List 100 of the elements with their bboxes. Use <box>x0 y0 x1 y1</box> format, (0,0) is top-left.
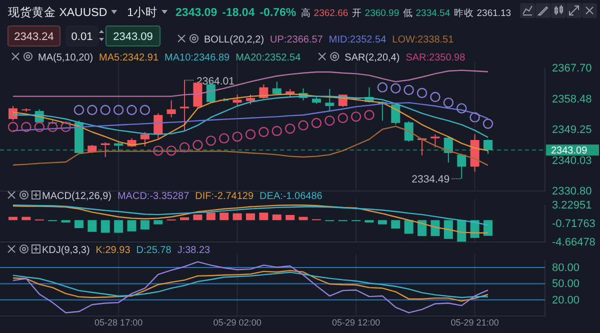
text: -18.04 <box>222 7 256 19</box>
series-label: DEA:-1.06486 <box>260 191 323 202</box>
point <box>390 83 401 94</box>
line-series <box>12 204 489 234</box>
bar <box>391 220 400 229</box>
candlestick <box>166 100 176 118</box>
x-tick-label: 05-29 02:00 <box>213 317 262 328</box>
text: MA10:2346.89 <box>164 52 230 64</box>
y-tick-label: 2358.48 <box>552 93 592 106</box>
bar <box>114 220 124 233</box>
text: 昨收 2361.13 <box>454 7 512 19</box>
bar <box>430 220 440 236</box>
candlestick <box>404 120 414 142</box>
text: D:25.78 <box>136 245 172 256</box>
point <box>350 112 362 122</box>
point <box>153 146 164 156</box>
candlestick <box>180 80 190 132</box>
x-tick-label: 05-29 21:00 <box>450 317 499 328</box>
text: 低 2334.54 <box>403 8 450 19</box>
point <box>126 104 137 116</box>
point <box>284 124 296 134</box>
bar <box>100 220 110 233</box>
candlestick <box>154 112 163 139</box>
text: -0.76% <box>260 7 296 19</box>
point <box>298 120 308 130</box>
point <box>87 104 98 116</box>
text: 高 2362.66 <box>301 7 348 19</box>
y-tick-label: 2330.80 <box>552 186 592 198</box>
y-tick-label: 80.00 <box>552 262 580 274</box>
bar <box>484 220 492 236</box>
text: 2343.09 <box>113 31 153 43</box>
bar <box>404 220 414 234</box>
text: BOLL(20,2,2) <box>204 34 264 46</box>
bar <box>193 214 202 220</box>
bar <box>206 212 216 220</box>
bar <box>140 220 150 230</box>
point <box>482 118 494 129</box>
text: MA5:2342.91 <box>99 52 159 64</box>
line-series <box>12 204 489 226</box>
text: 2343.24 <box>14 31 54 43</box>
bar <box>220 212 229 220</box>
point <box>364 110 374 120</box>
chart-subtitle: 1小时 <box>127 6 158 19</box>
candlestick <box>272 81 282 96</box>
chart-title: KDJ(9,3,3) <box>42 245 90 256</box>
point <box>245 129 256 140</box>
text: K:29.93 <box>96 245 131 256</box>
chart-title: 现货黄金 XAUUSD <box>8 6 108 19</box>
bar <box>246 213 255 220</box>
line-series <box>12 261 489 314</box>
point <box>470 112 480 122</box>
candlestick <box>232 94 242 106</box>
bar <box>286 214 295 220</box>
candlestick <box>457 153 466 180</box>
annotation: 2334.49 <box>412 174 450 186</box>
point <box>206 136 216 146</box>
bar <box>154 220 163 224</box>
text: 0.01 <box>71 31 93 43</box>
point <box>324 116 335 126</box>
point <box>416 88 428 98</box>
bar <box>418 220 427 236</box>
chart-title: MACD(12,26,9) <box>42 191 112 202</box>
text: LOW:2338.51 <box>392 34 454 46</box>
candlestick <box>444 136 453 164</box>
candlestick <box>484 138 492 154</box>
point <box>100 104 110 116</box>
text: UP:2366.57 <box>270 34 324 46</box>
text: MA20:2352.54 <box>236 52 302 64</box>
candlestick <box>140 132 150 147</box>
y-tick-label: 3.22951 <box>552 200 592 212</box>
annotation: MACD:-3.35287 <box>117 191 190 202</box>
point <box>219 133 230 144</box>
bar <box>444 220 453 239</box>
y-tick-label: 2340.03 <box>552 154 592 167</box>
point <box>34 122 44 132</box>
bar <box>378 220 387 224</box>
bar <box>259 212 268 220</box>
y-tick-label: 2349.25 <box>552 124 592 136</box>
point <box>232 132 242 142</box>
point <box>74 104 84 116</box>
candlestick <box>246 94 255 105</box>
point <box>443 98 454 108</box>
bar <box>22 216 31 220</box>
point <box>8 122 18 132</box>
point <box>21 122 32 132</box>
point <box>430 92 440 102</box>
text: 开 2360.99 <box>352 8 400 19</box>
point <box>140 104 150 116</box>
text: 2343.09 <box>176 7 218 19</box>
bar <box>88 220 97 232</box>
point <box>404 84 414 96</box>
y-tick-label: 2367.70 <box>552 62 592 75</box>
x-tick-label: 05-28 17:00 <box>94 317 143 328</box>
bar <box>272 214 282 220</box>
point <box>456 103 467 114</box>
ref-line-label: 2343.09 <box>551 146 588 157</box>
text: SAR(2,20,4) <box>344 52 400 64</box>
point <box>338 112 348 124</box>
point <box>377 82 388 92</box>
text: MID:2352.54 <box>328 34 387 46</box>
